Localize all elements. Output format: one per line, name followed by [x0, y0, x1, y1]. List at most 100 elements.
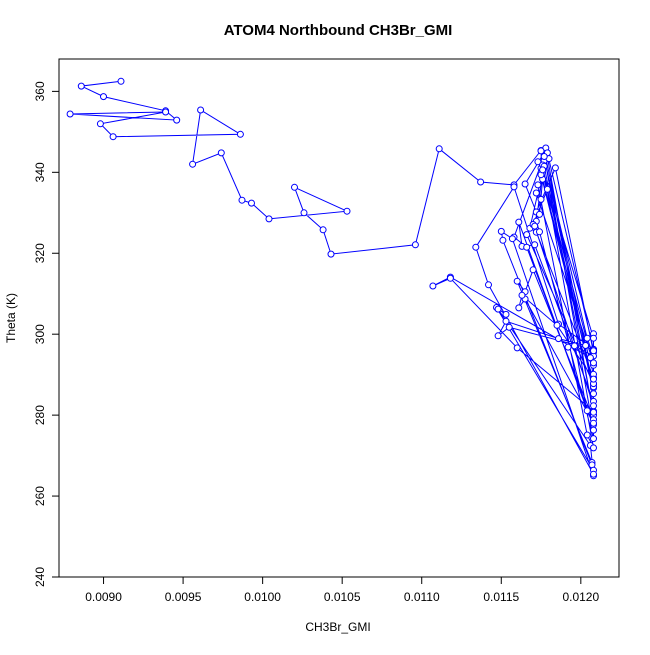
- data-point: [117, 77, 125, 85]
- data-point: [109, 133, 117, 141]
- data-point: [291, 183, 298, 191]
- data-point: [539, 166, 547, 174]
- data-point: [583, 334, 591, 342]
- data-point: [497, 227, 505, 235]
- data-point: [583, 407, 591, 415]
- data-point: [590, 359, 597, 367]
- y-tick-label: 260: [33, 486, 47, 506]
- data-point: [327, 250, 335, 258]
- data-point: [582, 342, 590, 349]
- data-point: [590, 334, 597, 342]
- data-point: [217, 149, 225, 157]
- data-point: [515, 218, 523, 226]
- data-point: [532, 189, 540, 197]
- data-point: [343, 207, 351, 215]
- data-point: [536, 210, 543, 218]
- y-axis-label: Theta (K): [4, 293, 18, 343]
- data-point: [531, 241, 539, 249]
- data-point: [529, 266, 537, 274]
- data-point: [77, 82, 85, 90]
- data-point: [590, 444, 597, 452]
- data-point: [571, 342, 578, 350]
- data-point: [518, 291, 526, 299]
- data-point: [583, 431, 591, 439]
- data-point: [590, 375, 597, 383]
- chart-title: ATOM4 Northbound CH3Br_GMI: [224, 22, 453, 39]
- data-point: [499, 236, 507, 244]
- x-tick-label: 0.0120: [562, 590, 599, 604]
- x-tick-label: 0.0105: [324, 590, 361, 604]
- data-point: [494, 332, 502, 340]
- data-point: [485, 281, 492, 289]
- data-point: [265, 215, 273, 223]
- data-point: [521, 180, 529, 188]
- x-axis: 0.0090 0.0095 0.0100 0.0105 0.0110 0.0115 0.01…: [85, 576, 599, 604]
- data-point: [505, 323, 513, 331]
- y-tick-label: 360: [33, 81, 47, 101]
- data-point: [590, 390, 597, 398]
- data-point: [590, 408, 597, 416]
- data-point: [537, 147, 545, 155]
- x-tick-label: 0.0100: [244, 590, 281, 604]
- data-point: [590, 470, 597, 478]
- data-point: [429, 282, 437, 290]
- data-point: [238, 196, 246, 204]
- data-point: [494, 305, 502, 313]
- data-point: [543, 185, 551, 193]
- data-point: [66, 110, 74, 118]
- data-point: [590, 435, 597, 443]
- series-layer: [66, 77, 597, 480]
- data-point: [551, 164, 559, 172]
- data-point: [508, 235, 516, 243]
- data-point: [590, 402, 597, 410]
- y-tick-label: 300: [33, 324, 47, 344]
- data-point: [534, 158, 542, 166]
- y-tick-label: 240: [33, 567, 47, 587]
- y-tick-label: 340: [33, 162, 47, 182]
- x-tick-label: 0.0115: [483, 590, 519, 604]
- data-point: [536, 228, 543, 236]
- data-point: [523, 231, 531, 239]
- data-point: [236, 130, 244, 138]
- data-point: [300, 209, 308, 217]
- data-point: [319, 226, 327, 234]
- data-point: [197, 106, 205, 114]
- data-point: [590, 426, 597, 434]
- data-point: [513, 344, 521, 352]
- data-point: [173, 116, 181, 124]
- data-point: [590, 347, 597, 355]
- data-point: [411, 241, 419, 249]
- data-point: [100, 93, 107, 101]
- data-point: [248, 199, 255, 207]
- data-point: [446, 274, 454, 282]
- data-point: [534, 181, 542, 189]
- x-tick-label: 0.0090: [85, 590, 122, 604]
- data-point: [515, 304, 523, 312]
- data-point: [540, 153, 548, 160]
- data-point: [477, 178, 485, 186]
- data-point: [590, 419, 597, 427]
- data-point: [523, 243, 531, 251]
- x-tick-label: 0.0110: [404, 590, 440, 604]
- data-point: [162, 108, 170, 116]
- data-point: [502, 310, 510, 318]
- y-tick-label: 280: [33, 405, 47, 425]
- data-point: [502, 317, 510, 325]
- data-point: [513, 277, 521, 285]
- data-point: [537, 195, 545, 203]
- y-axis: 240 260 280 300 320 340 360: [33, 81, 60, 587]
- x-tick-label: 0.0095: [165, 590, 202, 604]
- x-axis-label: CH3Br_GMI: [305, 620, 370, 634]
- data-point: [189, 160, 197, 168]
- data-point: [531, 222, 539, 230]
- data-point: [555, 335, 562, 343]
- data-point: [586, 354, 594, 362]
- data-point: [553, 321, 561, 329]
- data-point: [435, 145, 443, 153]
- data-point: [96, 120, 104, 128]
- y-tick-label: 320: [33, 243, 47, 263]
- data-point: [472, 243, 480, 251]
